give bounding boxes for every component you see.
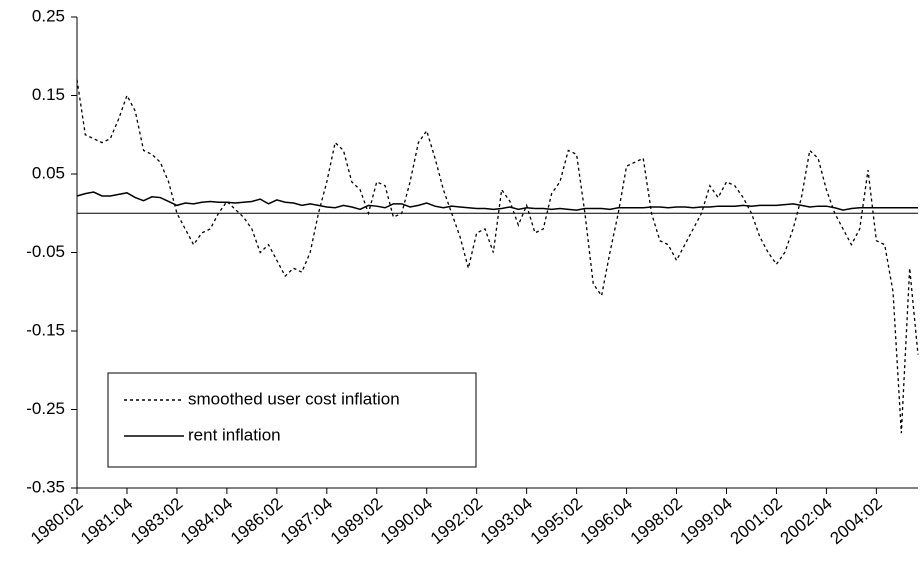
x-tick-label: 1983:02 <box>127 494 186 548</box>
x-tick-label: 2004:02 <box>827 494 886 548</box>
y-tick-label: 0.25 <box>32 6 65 25</box>
x-tick-label: 1989:02 <box>327 494 386 548</box>
legend-label: rent inflation <box>188 425 281 444</box>
x-tick-label: 1998:02 <box>627 494 686 548</box>
y-tick-label: 0.05 <box>32 163 65 182</box>
x-tick-label: 1986:02 <box>227 494 286 548</box>
x-tick-label: 1995:02 <box>527 494 586 548</box>
x-tick-label: 2001:02 <box>727 494 786 548</box>
y-tick-label: -0.25 <box>26 399 65 418</box>
x-tick-label: 1980:02 <box>27 494 86 548</box>
y-tick-label: -0.15 <box>26 320 65 339</box>
legend-box <box>107 372 477 468</box>
x-tick-label: 1996:04 <box>577 494 636 548</box>
x-tick-label: 1987:04 <box>277 494 336 548</box>
x-tick-label: 1984:04 <box>177 494 236 548</box>
y-tick-label: -0.35 <box>26 477 65 496</box>
y-tick-label: 0.15 <box>32 85 65 104</box>
x-tick-label: 2002:04 <box>777 494 836 548</box>
x-tick-label: 1999:04 <box>677 494 736 548</box>
x-tick-label: 1990:04 <box>377 494 436 548</box>
legend-label: smoothed user cost inflation <box>188 389 400 408</box>
x-tick-label: 1993:04 <box>477 494 536 548</box>
series-line <box>76 79 919 434</box>
series-line <box>76 191 918 211</box>
x-tick-label: 1981:04 <box>77 494 136 548</box>
x-tick-label: 1992:02 <box>427 494 486 548</box>
y-tick-label: -0.05 <box>26 242 65 261</box>
